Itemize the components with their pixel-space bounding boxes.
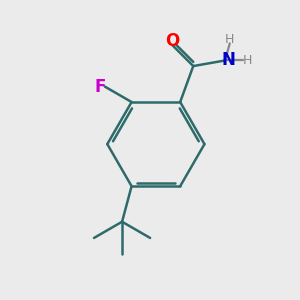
Text: F: F — [95, 78, 106, 96]
Text: H: H — [243, 54, 252, 67]
Text: H: H — [225, 33, 234, 46]
Text: O: O — [165, 32, 180, 50]
Text: N: N — [221, 51, 235, 69]
